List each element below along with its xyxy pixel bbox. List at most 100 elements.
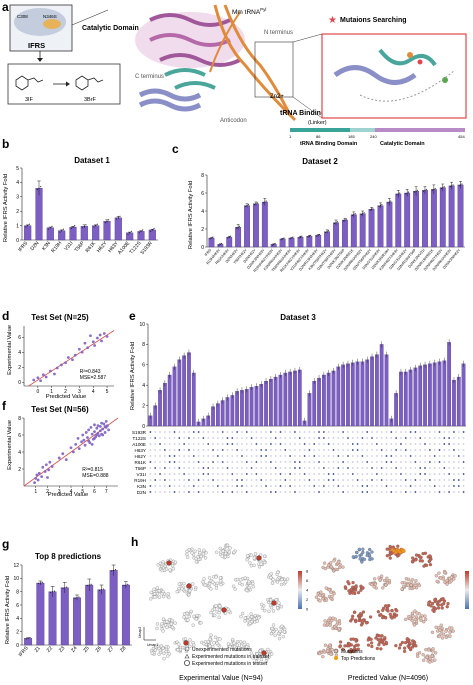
matrix-dot xyxy=(231,479,234,481)
matrix-dot xyxy=(371,479,373,481)
matrix-dot xyxy=(342,461,345,463)
matrix-dot xyxy=(192,431,195,433)
umap-point xyxy=(411,614,415,618)
replicate-point xyxy=(334,223,336,225)
matrix-dot xyxy=(212,485,214,487)
umap-point xyxy=(166,654,170,658)
umap-point xyxy=(235,640,240,644)
bar xyxy=(457,184,464,248)
matrix-dot xyxy=(245,437,248,439)
matrix-dot xyxy=(327,479,330,481)
replicate-point xyxy=(82,227,84,229)
matrix-dot xyxy=(274,455,277,457)
umap-point xyxy=(160,592,164,596)
umap-test-point xyxy=(183,640,189,646)
umap-point xyxy=(446,602,450,606)
matrix-dot xyxy=(462,437,465,439)
matrix-dot xyxy=(342,455,345,457)
scatter-point xyxy=(71,358,74,362)
matrix-dot xyxy=(313,455,316,457)
matrix-dot xyxy=(318,449,320,451)
matrix-dot xyxy=(332,473,335,475)
replicate-point xyxy=(125,584,127,586)
matrix-dot xyxy=(303,443,306,445)
matrix-dot xyxy=(284,431,287,433)
y-tick-label: 8 xyxy=(142,342,145,348)
matrix-dot xyxy=(265,431,267,433)
matrix-dot xyxy=(197,455,200,457)
matrix-dot xyxy=(443,449,446,451)
matrix-dot xyxy=(462,431,465,433)
matrix-dot xyxy=(250,455,253,457)
matrix-dot xyxy=(241,479,243,481)
umap-point xyxy=(404,617,408,621)
umap-point xyxy=(249,612,253,616)
umap-point xyxy=(286,577,290,581)
matrix-dot xyxy=(308,491,311,493)
matrix-dot xyxy=(337,431,340,433)
matrix-dot xyxy=(173,461,176,463)
umap-point xyxy=(383,578,387,583)
umap-point xyxy=(424,648,428,652)
matrix-dot xyxy=(308,485,311,487)
x-tick-label: Z5 xyxy=(82,645,90,653)
matrix-dot xyxy=(390,491,393,493)
matrix-dot xyxy=(462,479,465,481)
umap-point xyxy=(332,568,336,573)
umap-point xyxy=(246,618,250,623)
replicate-point xyxy=(390,200,392,202)
matrix-dot xyxy=(159,485,161,487)
umap-point xyxy=(400,581,404,585)
bar xyxy=(430,189,437,248)
x-tick-label: Z1 xyxy=(34,645,42,653)
matrix-dot xyxy=(303,479,306,481)
matrix-dot xyxy=(366,455,369,457)
matrix-dot xyxy=(192,467,195,469)
bar xyxy=(395,193,402,248)
replicate-point xyxy=(218,244,220,246)
umap-point xyxy=(257,565,262,569)
umap-point xyxy=(252,556,256,560)
umap-point xyxy=(318,593,322,598)
replicate-point xyxy=(255,203,257,205)
matrix-dot xyxy=(221,473,224,475)
umap-point xyxy=(407,614,411,619)
replicate-point xyxy=(289,238,291,240)
umap-point xyxy=(253,552,258,556)
caption-predicted: Predicted Value (N=4096) xyxy=(348,675,428,682)
panel-e: e Dataset 3 Relative IFRS Activity Fold … xyxy=(129,309,466,495)
replicate-point xyxy=(378,205,380,208)
matrix-dot xyxy=(159,437,161,439)
y-tick-label: 2 xyxy=(18,365,21,371)
umap-point xyxy=(428,657,432,661)
umap-point xyxy=(237,646,241,650)
matrix-dot xyxy=(380,455,383,457)
scatter-point xyxy=(55,366,59,370)
bar xyxy=(306,236,313,248)
umap-point xyxy=(359,588,363,592)
matrix-dot xyxy=(216,437,219,439)
matrix-dot xyxy=(265,461,267,463)
trna-label: Mm tRNAPyl xyxy=(232,7,266,16)
matrix-dot xyxy=(332,443,335,445)
bar xyxy=(448,185,455,248)
matrix-dot xyxy=(303,437,306,439)
bar xyxy=(109,570,118,646)
umap-point xyxy=(278,629,282,633)
scatter-point xyxy=(93,344,97,347)
bar xyxy=(365,359,370,427)
matrix-dot xyxy=(192,491,195,493)
matrix-dot xyxy=(231,449,234,451)
umap-point xyxy=(214,586,219,590)
matrix-dot xyxy=(371,431,373,433)
umap-point xyxy=(270,626,274,631)
matrix-dot xyxy=(380,485,383,487)
matrix-dot xyxy=(197,443,200,445)
replicate-point xyxy=(237,226,239,228)
matrix-dot xyxy=(351,449,354,451)
matrix-dot xyxy=(192,479,195,481)
matrix-dot xyxy=(351,437,354,439)
matrix-dot xyxy=(284,461,287,463)
matrix-dot xyxy=(428,461,431,463)
umap-point xyxy=(429,604,433,608)
